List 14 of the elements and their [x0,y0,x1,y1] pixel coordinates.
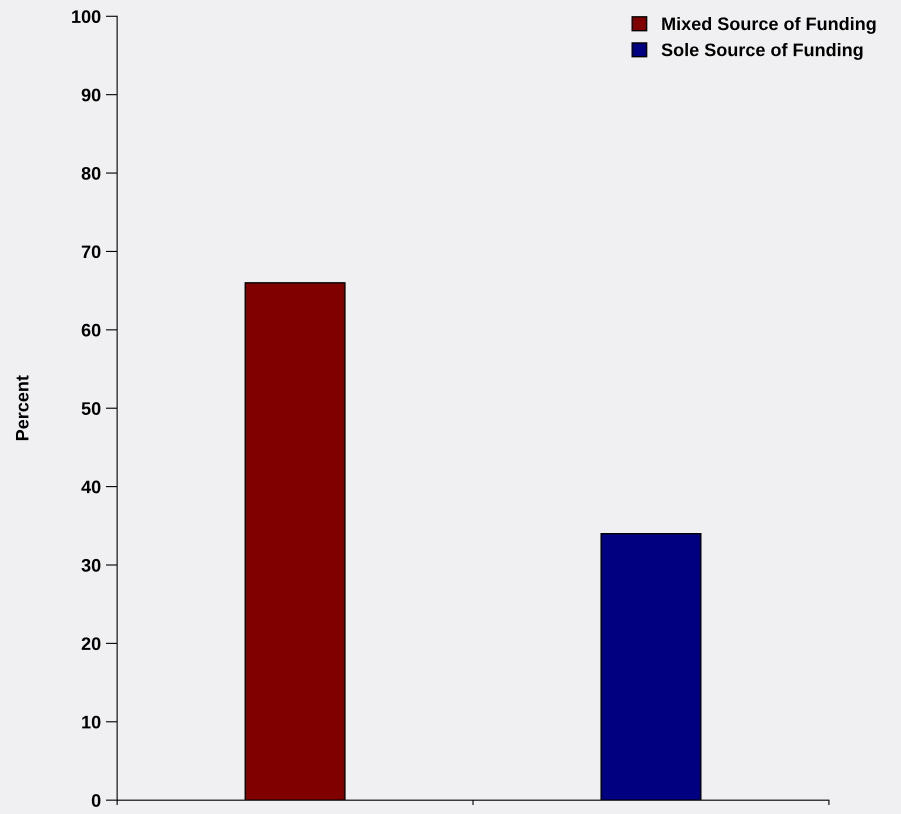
y-tick-label: 90 [82,88,100,102]
y-tick-label: 40 [81,480,100,494]
legend-label: Sole Source of Funding [662,42,862,60]
legend-label: Mixed Source of Funding [662,16,876,34]
y-tick-label: 50 [82,402,100,415]
y-axis-title: Percent [16,375,29,440]
y-tick-label: 70 [82,245,100,258]
y-tick-label: 20 [82,637,100,650]
y-tick-label: 10 [82,716,100,728]
y-tick-label: 60 [82,324,100,337]
y-tick-label: 30 [81,558,100,572]
y-tick-label: 100 [72,10,100,23]
y-tick-label: 80 [82,166,100,180]
y-tick-label: 0 [92,794,100,807]
